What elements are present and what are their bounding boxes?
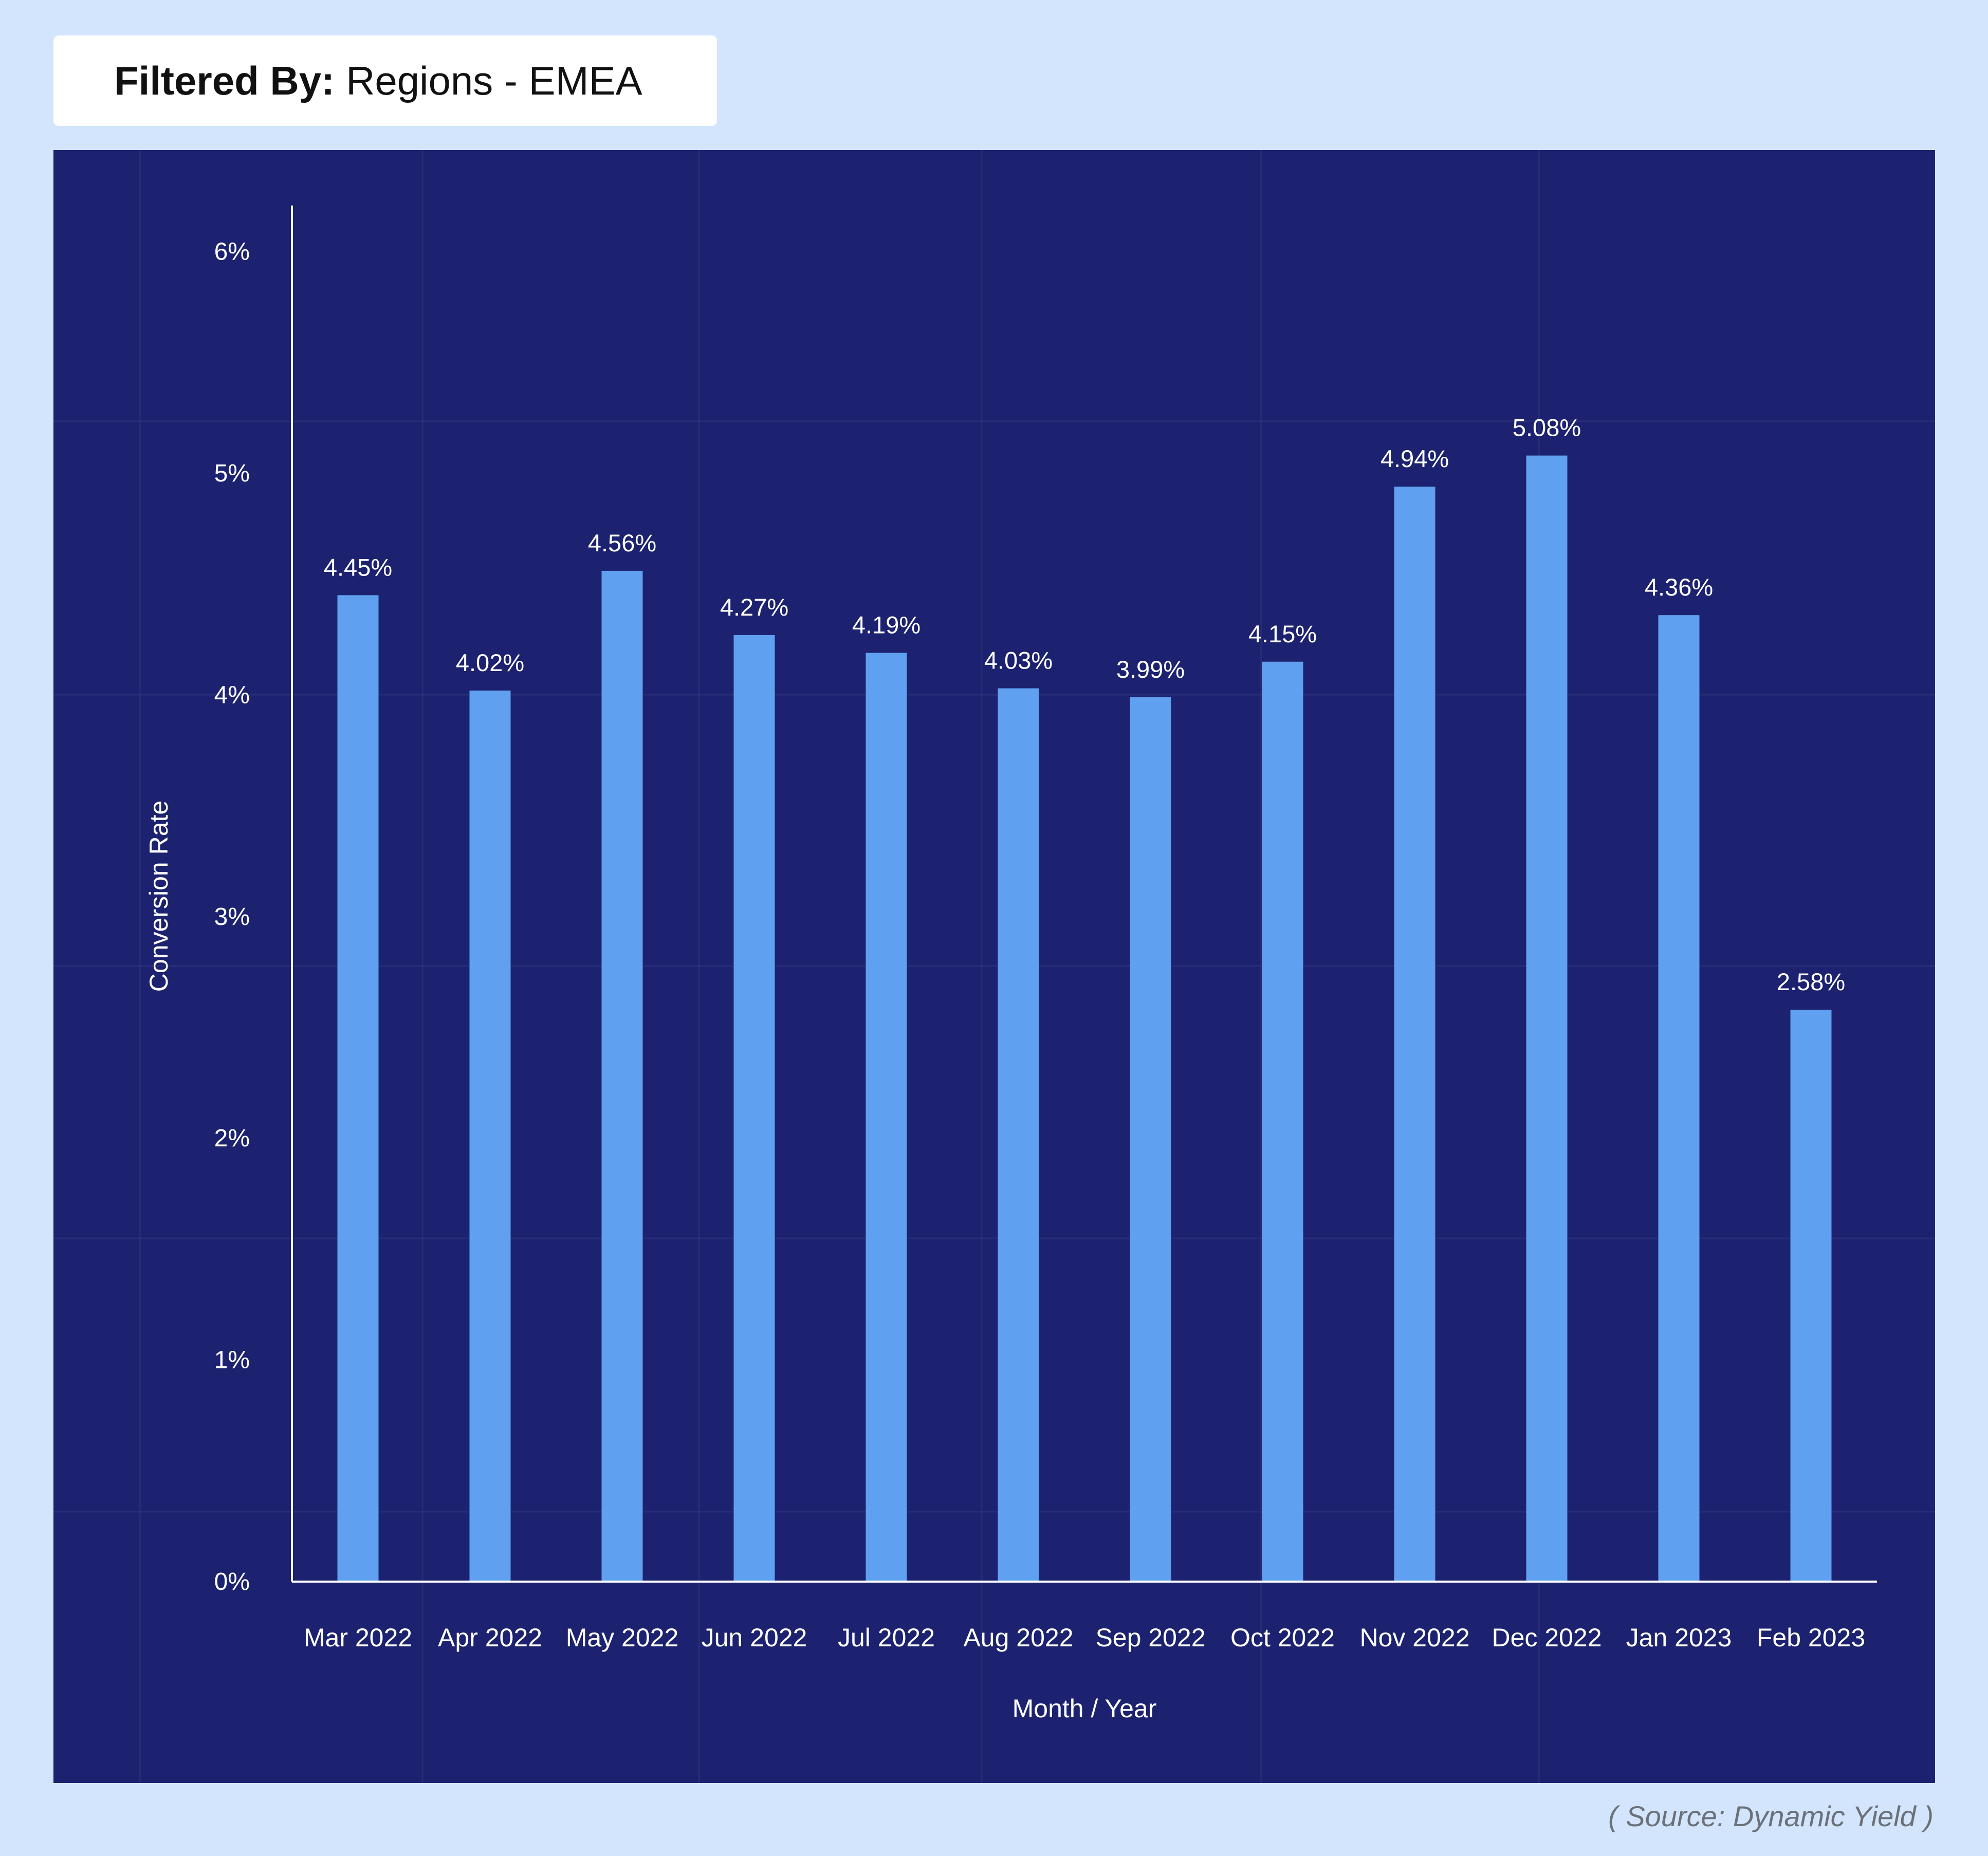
y-tick-label: 1% [214, 1347, 250, 1374]
x-tick-label: Nov 2022 [1359, 1623, 1469, 1652]
y-tick-label: 4% [214, 681, 250, 709]
bar [1394, 486, 1435, 1582]
bar [469, 690, 511, 1582]
bar [733, 635, 775, 1582]
x-tick-label: Feb 2023 [1757, 1623, 1865, 1652]
y-tick-label: 5% [214, 460, 250, 487]
bar [1262, 661, 1303, 1582]
bar-value-label: 4.19% [852, 611, 921, 639]
filter-label: Filtered By: [114, 58, 335, 103]
bar-value-label: 5.08% [1513, 414, 1581, 441]
bar-value-label: 2.58% [1777, 968, 1845, 995]
bar [601, 570, 643, 1582]
x-axis-title: Month / Year [1013, 1694, 1157, 1723]
bar [1790, 1010, 1832, 1582]
x-tick-label: Jan 2023 [1626, 1623, 1732, 1652]
bar-value-label: 4.03% [984, 647, 1053, 674]
x-tick-label: Oct 2022 [1230, 1623, 1335, 1652]
bar-value-label: 4.45% [324, 553, 392, 581]
bar [337, 595, 379, 1582]
y-axis-title: Conversion Rate [144, 801, 173, 992]
x-tick-label: Jun 2022 [702, 1623, 807, 1652]
bar-value-label: 4.27% [720, 593, 788, 621]
y-tick-label: 2% [214, 1125, 250, 1152]
bar-value-label: 4.02% [456, 649, 524, 676]
filter-badge: Filtered By: Regions - EMEA [53, 35, 717, 126]
bar [1658, 615, 1700, 1582]
x-tick-label: Apr 2022 [438, 1623, 542, 1652]
source-note: ( Source: Dynamic Yield ) [1608, 1800, 1934, 1832]
bar [866, 653, 907, 1582]
bar-value-label: 4.94% [1380, 445, 1449, 472]
bar-value-label: 4.15% [1248, 620, 1317, 647]
bar [1526, 455, 1568, 1582]
x-tick-label: Aug 2022 [963, 1623, 1073, 1652]
bar-value-label: 3.99% [1116, 656, 1185, 683]
x-tick-label: Sep 2022 [1095, 1623, 1205, 1652]
y-tick-label: 6% [214, 238, 250, 266]
filter-value: Regions - EMEA [346, 58, 642, 103]
x-tick-label: May 2022 [566, 1623, 679, 1652]
x-tick-label: Jul 2022 [838, 1623, 935, 1652]
bar [1130, 697, 1171, 1582]
bar-value-label: 4.36% [1645, 573, 1713, 601]
bar-chart: 4.45% Mar 2022 4.02% Apr 2022 4.56% May 2022 4… [53, 150, 1935, 1783]
chart-panel: 4.45% Mar 2022 4.02% Apr 2022 4.56% May 2022 4… [53, 150, 1935, 1783]
x-tick-label: Dec 2022 [1492, 1623, 1602, 1652]
x-tick-label: Mar 2022 [304, 1623, 412, 1652]
y-tick-label: 0% [214, 1568, 250, 1595]
bar-value-label: 4.56% [588, 529, 656, 556]
y-tick-label: 3% [214, 903, 250, 931]
bar [998, 688, 1039, 1582]
